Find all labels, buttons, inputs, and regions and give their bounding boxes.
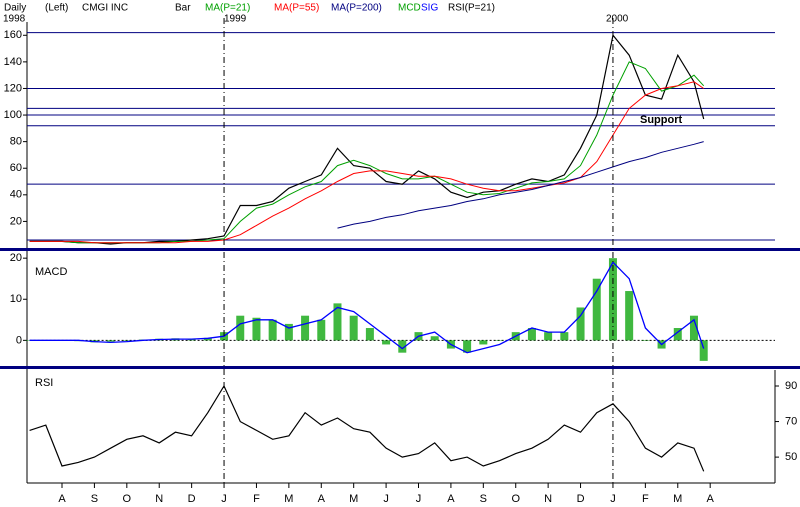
legend-entry: MCD <box>398 3 421 14</box>
year-label: 1999 <box>224 14 247 25</box>
legend-entry: MA(P=21) <box>205 3 250 14</box>
x-tick-label: D <box>188 493 196 505</box>
macd-bar <box>625 291 634 341</box>
series-line <box>29 81 704 244</box>
period: Daily <box>4 3 26 14</box>
year-label: 1998 <box>3 14 26 25</box>
macd-bar <box>333 303 342 341</box>
macd-bar <box>673 328 682 341</box>
macd-bar <box>317 319 326 341</box>
x-tick-label: S <box>91 493 98 505</box>
x-tick-label: D <box>577 493 585 505</box>
macd-bar <box>382 340 391 345</box>
y-tick-label: 20 <box>10 215 22 227</box>
x-tick-label: J <box>416 493 422 505</box>
y-tick-label: 20 <box>10 252 22 264</box>
y-tick-label: 0 <box>16 334 22 346</box>
macd-bar <box>689 315 698 341</box>
macd-bar <box>544 332 553 341</box>
macd-bar <box>592 278 601 341</box>
y-tick-label: 100 <box>4 109 22 121</box>
y-tick-label: 90 <box>785 380 797 392</box>
macd-bar <box>479 340 488 345</box>
macd-bar <box>284 323 293 341</box>
macd-bar <box>268 319 277 341</box>
x-tick-label: N <box>544 493 552 505</box>
macd-bar <box>527 328 536 341</box>
x-tick-label: O <box>123 493 132 505</box>
macd-bar <box>463 340 472 353</box>
macd-bar <box>349 315 358 341</box>
x-tick-label: J <box>383 493 389 505</box>
y-tick-label: 10 <box>10 293 22 305</box>
annotation: Support <box>640 114 682 126</box>
x-tick-label: A <box>318 493 326 505</box>
y-tick-label: 50 <box>785 451 797 463</box>
legend-entry: Bar <box>175 3 191 14</box>
x-tick-label: S <box>480 493 487 505</box>
panel-title: RSI <box>35 377 53 389</box>
chart-title: CMGI INC <box>82 3 128 14</box>
x-tick-label: J <box>221 493 227 505</box>
macd-bar <box>560 332 569 341</box>
x-tick-label: J <box>610 493 616 505</box>
macd-bar <box>398 340 407 353</box>
macd-bar <box>203 337 212 341</box>
macd-bar <box>106 340 115 342</box>
year-label: 2000 <box>606 14 629 25</box>
panel-title: MACD <box>35 266 67 278</box>
macd-bar <box>430 336 439 341</box>
macd-bar <box>495 340 504 341</box>
y-tick-label: 160 <box>4 29 22 41</box>
x-tick-label: A <box>707 493 715 505</box>
macd-bar <box>608 258 617 341</box>
x-tick-label: O <box>511 493 520 505</box>
macd-bar <box>576 307 585 341</box>
x-tick-label: M <box>284 493 293 505</box>
macd-bar <box>365 328 374 341</box>
signal-line <box>29 261 705 354</box>
macd-bar <box>699 340 708 361</box>
macd-bar <box>641 340 650 341</box>
macd-bar <box>25 340 34 341</box>
x-tick-label: N <box>155 493 163 505</box>
x-tick-label: M <box>349 493 358 505</box>
macd-bar <box>301 315 310 341</box>
y-tick-label: 140 <box>4 56 22 68</box>
y-tick-label: 60 <box>10 162 22 174</box>
x-tick-label: F <box>253 493 260 505</box>
axis-side: (Left) <box>45 3 68 14</box>
legend-entry: SIG <box>421 3 438 14</box>
y-tick-label: 40 <box>10 189 22 201</box>
series-line <box>29 384 705 472</box>
y-tick-label: 70 <box>785 415 797 427</box>
macd-bar <box>252 317 261 341</box>
legend-entry: MA(P=200) <box>331 3 382 14</box>
x-tick-label: F <box>642 493 649 505</box>
series-line <box>337 141 704 229</box>
x-tick-label: A <box>447 493 455 505</box>
x-tick-label: A <box>58 493 66 505</box>
legend-entry: RSI(P=21) <box>448 3 495 14</box>
macd-bar <box>122 340 131 341</box>
x-tick-label: M <box>673 493 682 505</box>
legend-entry: MA(P=55) <box>274 3 319 14</box>
macd-bar <box>236 315 245 341</box>
y-tick-label: 120 <box>4 82 22 94</box>
y-tick-label: 80 <box>10 136 22 148</box>
